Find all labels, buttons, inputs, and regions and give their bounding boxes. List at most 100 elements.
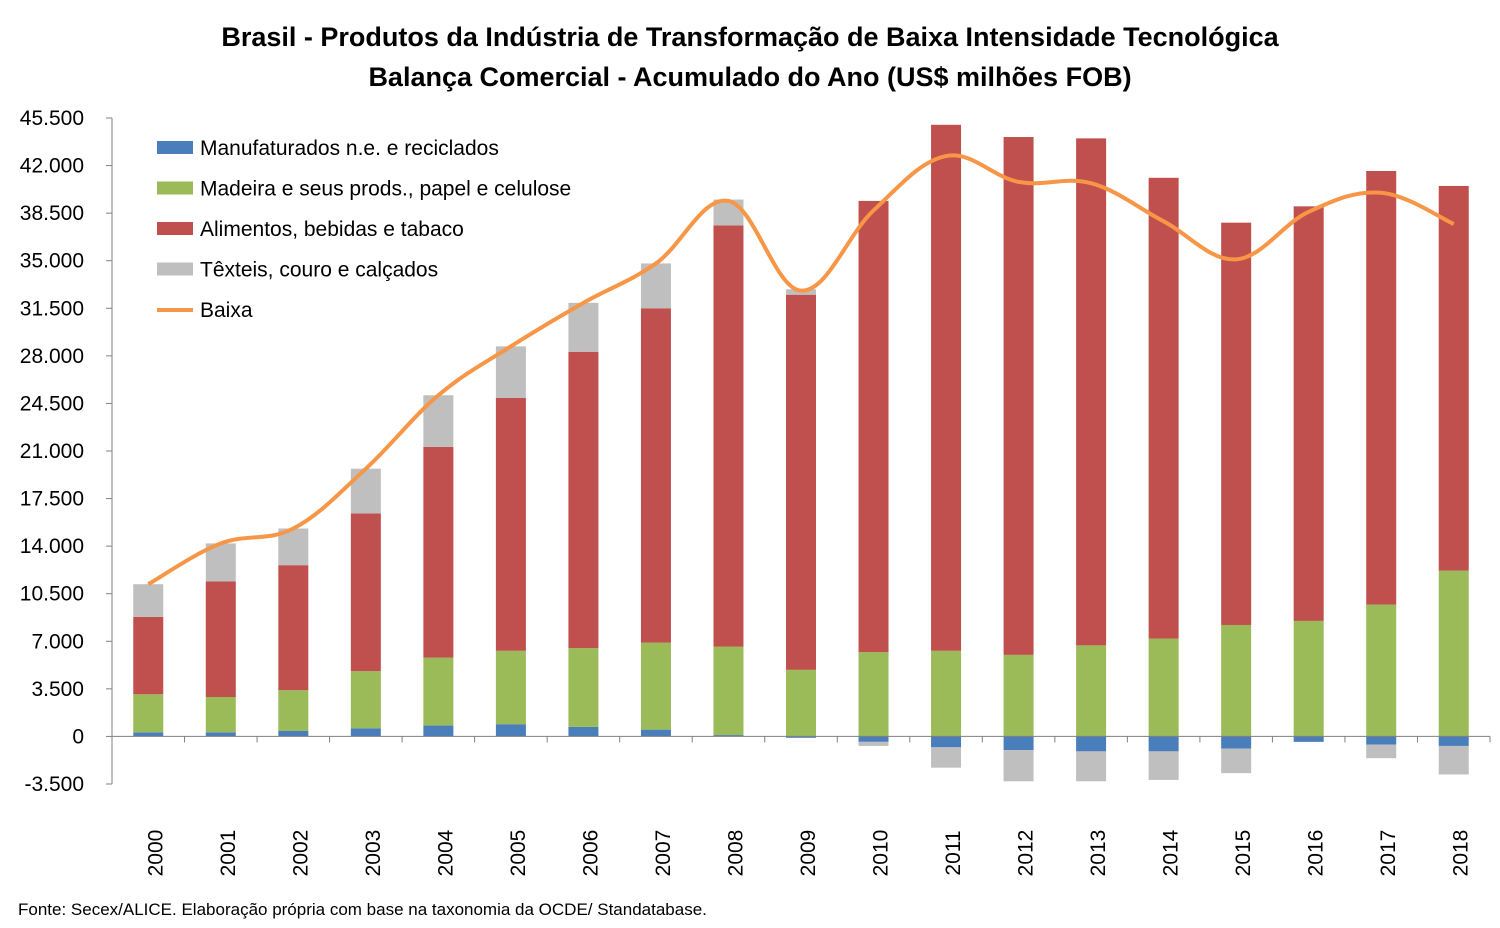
bar-texteis-2006 <box>568 302 599 352</box>
x-tick-label-2017: 2017 <box>1377 830 1400 877</box>
bar-madeira-2001 <box>205 697 236 733</box>
bar-texteis-2008 <box>713 199 744 226</box>
bar-texteis-2015 <box>1221 748 1252 774</box>
bar-alimentos-2013 <box>1076 138 1107 646</box>
source-note: Fonte: Secex/ALICE. Elaboração própria c… <box>18 900 707 919</box>
bar-manufaturados-2015 <box>1221 736 1252 749</box>
x-tick-label-2011: 2011 <box>942 830 965 875</box>
bar-texteis-2013 <box>1076 751 1107 782</box>
bar-manufaturados-2010 <box>858 736 889 742</box>
x-tick-label-2007: 2007 <box>652 830 675 877</box>
y-tick-label: -3.500 <box>24 773 84 796</box>
legend-label-manufaturados: Manufaturados n.e. e reciclados <box>200 137 499 160</box>
bar-alimentos-2005 <box>495 397 526 651</box>
bar-texteis-2005 <box>495 346 526 398</box>
x-tick-label-2015: 2015 <box>1232 830 1255 877</box>
x-tick-label-2014: 2014 <box>1160 829 1183 876</box>
bar-manufaturados-2011 <box>931 736 962 748</box>
y-tick-label: 7.000 <box>31 630 84 653</box>
bar-texteis-2014 <box>1148 751 1179 780</box>
x-tick-label-2013: 2013 <box>1087 830 1110 877</box>
bar-alimentos-2004 <box>423 446 454 658</box>
bar-alimentos-2009 <box>786 294 816 670</box>
bar-manufaturados-2003 <box>350 728 381 737</box>
bar-madeira-2014 <box>1148 638 1179 737</box>
y-tick-label: 31.500 <box>20 297 84 320</box>
bar-madeira-2002 <box>278 690 309 731</box>
bar-madeira-2010 <box>858 652 889 737</box>
x-tick-label-2018: 2018 <box>1450 830 1473 877</box>
bar-manufaturados-2001 <box>205 732 236 737</box>
bar-madeira-2013 <box>1076 645 1107 737</box>
bar-texteis-2017 <box>1366 744 1397 759</box>
bar-texteis-2000 <box>133 584 164 617</box>
line-baixa <box>147 153 1455 586</box>
bar-madeira-2015 <box>1221 624 1252 737</box>
legend-label-madeira: Madeira e seus prods., papel e celulose <box>200 178 571 201</box>
bar-manufaturados-2017 <box>1366 736 1397 745</box>
x-tick-label-2002: 2002 <box>289 830 312 877</box>
chart-subtitle: Balança Comercial - Acumulado do Ano (US… <box>368 62 1132 92</box>
bar-manufaturados-2009 <box>786 736 816 738</box>
bar-alimentos-2007 <box>640 308 671 643</box>
y-tick-label: 42.000 <box>20 155 84 178</box>
bar-alimentos-2016 <box>1293 206 1324 621</box>
x-tick-label-2006: 2006 <box>579 830 602 877</box>
bar-manufaturados-2006 <box>568 726 599 737</box>
bar-madeira-2017 <box>1366 604 1397 737</box>
x-tick-label-2016: 2016 <box>1305 830 1328 877</box>
bar-texteis-2011 <box>931 747 962 768</box>
bar-madeira-2006 <box>568 648 599 727</box>
bar-madeira-2000 <box>133 694 164 733</box>
bar-alimentos-2017 <box>1366 171 1397 605</box>
bar-madeira-2011 <box>931 650 962 737</box>
bar-madeira-2016 <box>1293 620 1324 737</box>
bar-alimentos-2002 <box>278 565 309 691</box>
bar-texteis-2003 <box>350 468 381 514</box>
x-tick-label-2008: 2008 <box>724 830 747 877</box>
bar-alimentos-2003 <box>350 513 381 672</box>
bar-alimentos-2000 <box>133 616 164 695</box>
bar-madeira-2004 <box>423 657 454 726</box>
bar-manufaturados-2002 <box>278 730 309 737</box>
bar-manufaturados-2013 <box>1076 736 1107 752</box>
bar-alimentos-2014 <box>1148 177 1179 639</box>
y-tick-label: 35.000 <box>20 250 84 273</box>
bar-manufaturados-2014 <box>1148 736 1179 752</box>
legend-label-alimentos: Alimentos, bebidas e tabaco <box>200 218 464 241</box>
bar-madeira-2012 <box>1003 654 1034 737</box>
x-tick-label-2001: 2001 <box>217 830 240 877</box>
bar-manufaturados-2008 <box>713 735 744 737</box>
bar-manufaturados-2012 <box>1003 736 1034 751</box>
bar-madeira-2008 <box>713 646 744 736</box>
x-tick-label-2003: 2003 <box>362 830 385 877</box>
bar-manufaturados-2004 <box>423 725 454 737</box>
y-tick-label: 14.000 <box>20 535 84 558</box>
x-tick-label-2000: 2000 <box>144 830 167 877</box>
y-tick-label: 38.500 <box>20 202 84 225</box>
bar-alimentos-2011 <box>931 124 962 651</box>
bar-texteis-2010 <box>858 741 889 746</box>
x-tick-label-2010: 2010 <box>870 830 893 877</box>
line-layer <box>147 153 1455 586</box>
bar-manufaturados-2016 <box>1293 736 1324 742</box>
bar-alimentos-2006 <box>568 351 599 649</box>
bar-madeira-2018 <box>1438 570 1469 737</box>
x-tick-label-2004: 2004 <box>434 829 457 876</box>
y-tick-label: 24.500 <box>20 392 84 415</box>
legend-label-baixa: Baixa <box>200 299 253 322</box>
y-tick-label: 17.500 <box>20 488 84 511</box>
chart-title: Brasil - Produtos da Indústria de Transf… <box>221 22 1279 52</box>
axes-layer: -3.500 0 3.500 7.000 10.500 14.000 17.500 21.00… <box>20 107 1491 877</box>
legend-label-texteis: Têxteis, couro e calçados <box>200 259 438 282</box>
bar-alimentos-2010 <box>858 200 889 653</box>
bar-madeira-2007 <box>640 642 671 730</box>
y-tick-label: 3.500 <box>31 678 84 701</box>
y-tick-label: 21.000 <box>20 440 84 463</box>
bar-manufaturados-2000 <box>133 732 164 737</box>
bar-alimentos-2018 <box>1438 185 1469 571</box>
x-tick-label-2012: 2012 <box>1015 830 1038 877</box>
y-tick-label: 45.500 <box>20 107 84 130</box>
y-tick-label: 0 <box>72 725 84 748</box>
bar-alimentos-2001 <box>205 581 236 698</box>
